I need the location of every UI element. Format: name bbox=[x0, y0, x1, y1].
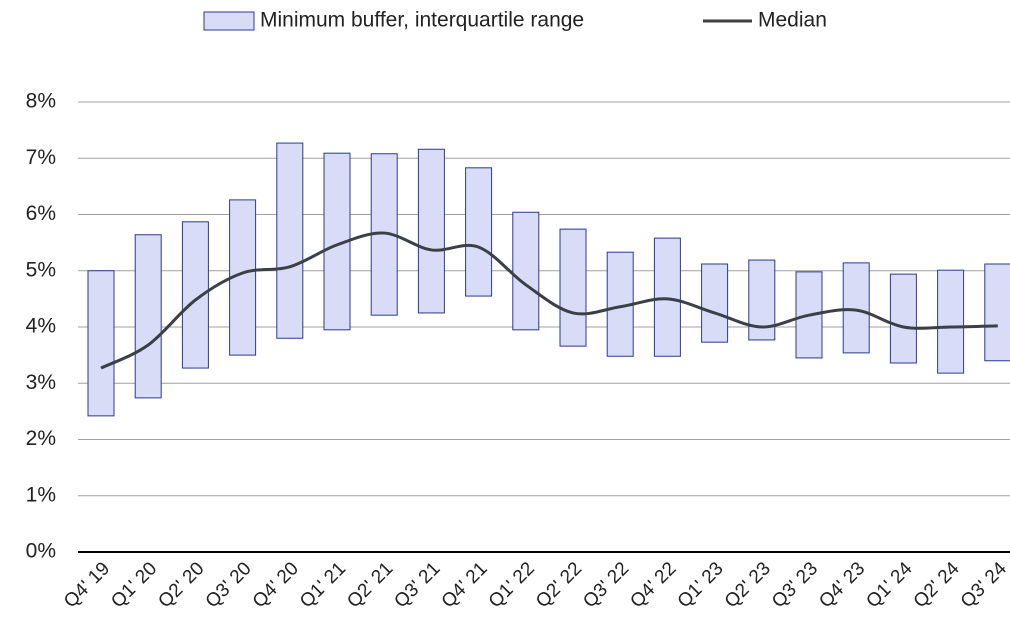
range-bar bbox=[87, 270, 115, 417]
x-tick-label: Q1' 23 bbox=[674, 558, 728, 612]
range-bar bbox=[417, 148, 445, 314]
range-bar bbox=[984, 263, 1010, 362]
range-bar bbox=[512, 211, 540, 331]
x-tick-label: Q3' 21 bbox=[390, 558, 444, 612]
y-tick-label: 2% bbox=[26, 427, 56, 450]
range-bar bbox=[653, 237, 681, 357]
x-tick-label: Q2' 20 bbox=[154, 558, 208, 612]
range-bar bbox=[889, 273, 917, 364]
range-bar bbox=[276, 142, 304, 339]
y-tick-label: 3% bbox=[26, 371, 56, 394]
x-tick-label: Q2' 21 bbox=[343, 558, 397, 612]
range-bar bbox=[701, 263, 729, 343]
y-tick-label: 5% bbox=[26, 258, 56, 281]
legend-label: Median bbox=[758, 9, 827, 32]
range-bar bbox=[134, 234, 162, 399]
legend-label: Minimum buffer, interquartile range bbox=[260, 9, 584, 32]
x-tick-label: Q4' 19 bbox=[60, 558, 114, 612]
x-tick-label: Q4' 21 bbox=[438, 558, 492, 612]
x-tick-label: Q2' 24 bbox=[910, 558, 964, 612]
x-tick-label: Q2' 22 bbox=[532, 558, 586, 612]
x-tick-label: Q4' 22 bbox=[626, 558, 680, 612]
median-line bbox=[100, 231, 998, 370]
legend-swatch bbox=[203, 11, 255, 31]
y-tick-label: 0% bbox=[26, 540, 56, 563]
range-bar bbox=[559, 228, 587, 347]
x-tick-label: Q1' 20 bbox=[107, 558, 161, 612]
range-bar bbox=[842, 262, 870, 354]
x-tick-label: Q1' 24 bbox=[862, 558, 916, 612]
y-tick-label: 8% bbox=[26, 90, 56, 113]
x-tick-label: Q4' 20 bbox=[249, 558, 303, 612]
x-tick-label: Q3' 23 bbox=[768, 558, 822, 612]
y-tick-label: 6% bbox=[26, 202, 56, 225]
y-tick-label: 7% bbox=[26, 146, 56, 169]
x-tick-label: Q1' 21 bbox=[296, 558, 350, 612]
y-tick-label: 4% bbox=[26, 315, 56, 338]
x-tick-label: Q2' 23 bbox=[721, 558, 775, 612]
x-tick-label: Q3' 22 bbox=[579, 558, 633, 612]
x-tick-label: Q3' 24 bbox=[957, 558, 1010, 612]
range-bar bbox=[465, 167, 493, 297]
x-tick-label: Q1' 22 bbox=[485, 558, 539, 612]
y-tick-label: 1% bbox=[26, 483, 56, 506]
range-bar bbox=[937, 269, 965, 374]
x-tick-label: Q4' 23 bbox=[815, 558, 869, 612]
x-tick-label: Q3' 20 bbox=[202, 558, 256, 612]
